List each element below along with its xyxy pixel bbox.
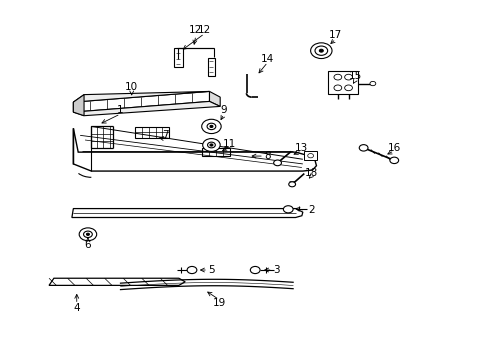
- Polygon shape: [73, 128, 316, 171]
- Bar: [303, 152, 317, 160]
- Circle shape: [250, 266, 260, 274]
- Circle shape: [86, 233, 89, 235]
- Circle shape: [333, 74, 341, 80]
- Polygon shape: [72, 208, 302, 217]
- Circle shape: [79, 228, 97, 241]
- Text: 19: 19: [212, 298, 225, 308]
- Circle shape: [344, 85, 352, 91]
- Polygon shape: [73, 91, 209, 112]
- Circle shape: [209, 125, 212, 127]
- Circle shape: [207, 142, 215, 148]
- Text: 15: 15: [348, 71, 361, 81]
- Text: 2: 2: [307, 205, 314, 215]
- Circle shape: [333, 85, 341, 91]
- Text: 13: 13: [295, 143, 308, 153]
- Text: 5: 5: [208, 265, 214, 275]
- Circle shape: [209, 144, 212, 146]
- Circle shape: [83, 231, 92, 238]
- Circle shape: [187, 266, 197, 274]
- Circle shape: [201, 119, 221, 134]
- Text: 7: 7: [162, 130, 169, 140]
- Circle shape: [283, 206, 292, 213]
- Circle shape: [288, 182, 295, 187]
- Bar: [327, 71, 358, 94]
- Text: 16: 16: [387, 143, 400, 153]
- Text: 4: 4: [73, 303, 80, 313]
- Bar: [135, 127, 169, 138]
- Bar: [207, 58, 214, 76]
- Circle shape: [389, 157, 398, 163]
- Polygon shape: [209, 91, 220, 107]
- Text: 18: 18: [305, 168, 318, 178]
- Circle shape: [206, 123, 215, 130]
- Polygon shape: [73, 102, 220, 116]
- Circle shape: [310, 43, 331, 59]
- Circle shape: [314, 46, 327, 55]
- Text: 11: 11: [222, 139, 235, 149]
- Text: 12: 12: [198, 25, 211, 35]
- Text: 17: 17: [328, 30, 342, 40]
- Text: 6: 6: [84, 240, 91, 250]
- Text: 14: 14: [261, 54, 274, 64]
- Circle shape: [319, 49, 323, 52]
- Text: 3: 3: [272, 265, 279, 275]
- Text: 8: 8: [264, 151, 271, 161]
- Text: 1: 1: [117, 105, 123, 115]
- Circle shape: [369, 81, 375, 86]
- Polygon shape: [73, 91, 209, 102]
- Text: 9: 9: [220, 105, 227, 115]
- Circle shape: [344, 74, 352, 80]
- Circle shape: [307, 154, 313, 158]
- Circle shape: [202, 139, 220, 152]
- Text: 10: 10: [125, 82, 138, 92]
- Polygon shape: [49, 278, 185, 285]
- Polygon shape: [73, 95, 84, 116]
- Bar: [174, 48, 183, 67]
- Circle shape: [359, 145, 367, 151]
- Text: 12: 12: [189, 25, 202, 35]
- Circle shape: [273, 160, 281, 166]
- Bar: [201, 148, 229, 156]
